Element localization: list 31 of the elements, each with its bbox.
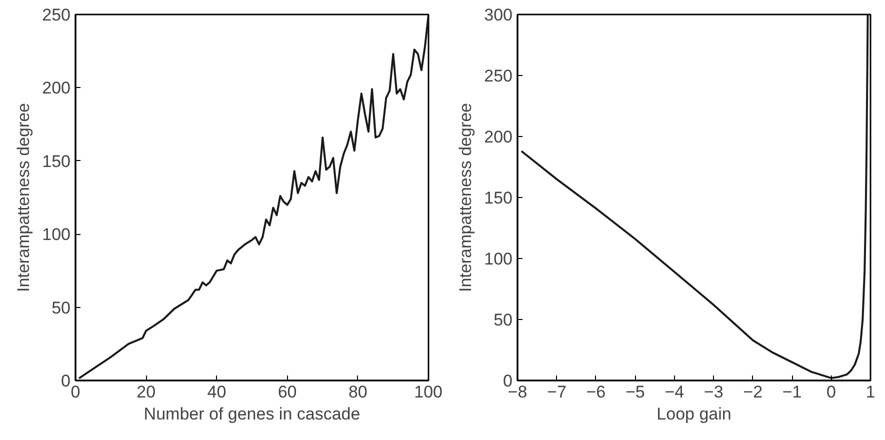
y-axis-title: Interampatteness degree (14, 102, 34, 292)
y-tick-label: 200 (42, 78, 71, 98)
x-tick-label: 0 (826, 382, 836, 402)
y-tick-label: 200 (484, 128, 513, 146)
x-tick-label: 1 (866, 382, 876, 402)
y-tick-label: 150 (42, 152, 71, 171)
y-axis-title: Interampatteness degree (456, 102, 476, 292)
y-tick-label: 250 (42, 6, 71, 24)
x-tick-label: −3 (704, 382, 724, 402)
x-tick-label: 20 (136, 382, 156, 402)
y-tick-label: 300 (484, 6, 513, 24)
y-tick-label: 150 (484, 188, 513, 208)
x-axis-title: Number of genes in cascade (144, 404, 360, 424)
line-series (78, 14, 428, 380)
y-tick-label: 250 (484, 66, 513, 86)
x-tick-label: −7 (547, 382, 566, 402)
x-axis-title: Loop gain (656, 404, 732, 424)
x-tick-label: 80 (348, 382, 368, 402)
x-tick-label: −4 (664, 382, 684, 402)
y-tick-label: 50 (52, 298, 71, 318)
x-tick-label: −5 (625, 382, 645, 402)
x-tick-label: 100 (414, 382, 443, 402)
y-tick-label: 100 (42, 225, 71, 244)
y-tick-label: 100 (484, 250, 513, 268)
y-tick-label: 50 (494, 310, 513, 330)
x-tick-label: 60 (278, 382, 297, 402)
x-tick-label: 40 (207, 382, 226, 402)
line-series (520, 14, 869, 380)
x-tick-label: −1 (782, 382, 802, 402)
x-tick-label: −6 (586, 382, 606, 402)
x-tick-label: −2 (743, 382, 763, 402)
